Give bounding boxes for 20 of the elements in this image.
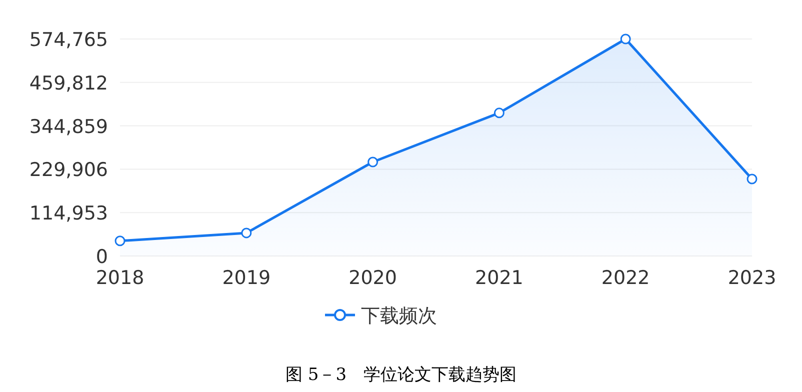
caption: 图 5－3 学位论文下载趋势图 <box>285 365 517 385</box>
y-tick-label: 0 <box>96 246 108 268</box>
point <box>368 156 378 168</box>
x-tick-label: 2018 <box>96 267 144 289</box>
x-tick-label: 2020 <box>348 267 397 289</box>
x-tick-label: 2022 <box>601 267 650 289</box>
y-tick-label: 459,812 <box>29 72 108 94</box>
x-tick-label: 2019 <box>222 267 271 289</box>
y-tick-label: 574,765 <box>29 29 108 51</box>
point <box>114 236 126 246</box>
x-tick-label: 2021 <box>475 267 524 289</box>
point <box>494 108 504 118</box>
y-tick-label: 344,859 <box>29 116 108 138</box>
point <box>241 228 252 238</box>
y-tick-label: 229,906 <box>29 159 108 182</box>
point <box>746 174 758 184</box>
point <box>620 34 631 44</box>
x-tick-label: 2023 <box>728 267 776 289</box>
legend-label: 下载频次 <box>361 305 437 327</box>
y-tick-label: 114,953 <box>29 202 108 225</box>
